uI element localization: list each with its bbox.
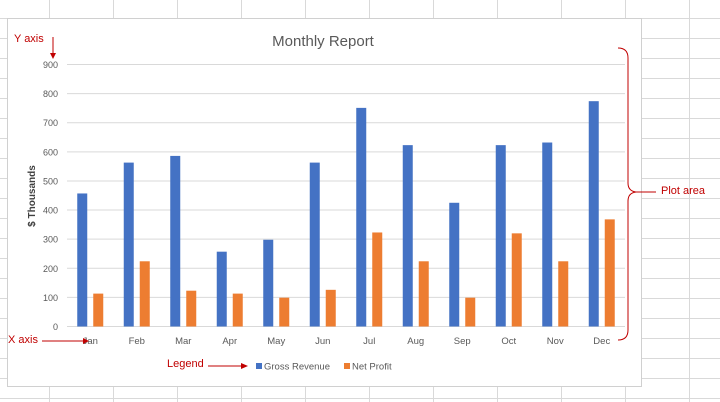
annotation-y-axis: Y axis <box>14 33 44 45</box>
arrow-head-icon <box>83 338 89 344</box>
x-tick-label: Feb <box>129 336 145 347</box>
bar-gross-revenue <box>77 193 88 327</box>
chart-title: Monthly Report <box>272 33 375 50</box>
arrow-head-icon <box>50 53 56 59</box>
bar-gross-revenue <box>495 145 506 327</box>
legend-entry: Gross Revenue <box>264 362 330 373</box>
bar-gross-revenue <box>449 202 460 327</box>
x-tick-label: Oct <box>501 336 516 347</box>
bar-gross-revenue <box>216 251 227 327</box>
bar-net-profit <box>558 261 569 327</box>
y-tick-label: 500 <box>43 176 58 186</box>
bar-gross-revenue <box>309 162 320 327</box>
x-tick-label: Mar <box>175 336 191 347</box>
bar-gross-revenue <box>402 145 413 327</box>
y-tick-label: 0 <box>53 322 58 332</box>
bar-net-profit <box>372 232 383 327</box>
x-tick-label: Jan <box>83 336 98 347</box>
x-tick-label: Jun <box>315 336 330 347</box>
bar-net-profit <box>279 297 290 327</box>
arrow-head-icon <box>241 363 248 369</box>
chart[interactable] <box>7 18 642 387</box>
y-tick-label: 100 <box>43 293 58 303</box>
bar-net-profit <box>186 290 197 327</box>
annotation-plot-area: Plot area <box>661 185 706 197</box>
y-tick-label: 700 <box>43 118 58 128</box>
bar-net-profit <box>418 261 429 327</box>
bar-net-profit <box>511 233 522 327</box>
x-tick-label: Aug <box>407 336 424 347</box>
bar-net-profit <box>139 261 150 327</box>
y-tick-label: 600 <box>43 147 58 157</box>
bar-gross-revenue <box>356 107 367 327</box>
legend-swatch <box>256 363 262 369</box>
y-tick-label: 200 <box>43 264 58 274</box>
x-tick-label: May <box>267 336 285 347</box>
annotation-x-axis: X axis <box>8 334 38 346</box>
x-tick-label: Dec <box>593 336 610 347</box>
bar-gross-revenue <box>588 101 599 327</box>
x-tick-label: Nov <box>547 336 564 347</box>
bar-net-profit <box>604 219 615 327</box>
bar-gross-revenue <box>263 239 274 327</box>
bar-net-profit <box>325 289 336 327</box>
bar-net-profit <box>232 293 243 327</box>
y-tick-label: 800 <box>43 89 58 99</box>
y-tick-label: 300 <box>43 235 58 245</box>
bar-net-profit <box>465 297 476 327</box>
bar-net-profit <box>93 293 104 327</box>
annotation-legend: Legend <box>167 358 204 370</box>
x-tick-label: Jul <box>363 336 375 347</box>
legend-swatch <box>344 363 350 369</box>
bar-gross-revenue <box>542 142 553 327</box>
bar-gross-revenue <box>123 162 134 327</box>
x-tick-label: Apr <box>222 336 237 347</box>
x-tick-label: Sep <box>454 336 471 347</box>
y-axis-title: $ Thousands <box>27 165 38 227</box>
y-tick-label: 900 <box>43 60 58 70</box>
bar-gross-revenue <box>170 155 181 327</box>
y-tick-label: 400 <box>43 206 58 216</box>
legend-entry: Net Profit <box>352 362 392 373</box>
plot-area-brace <box>617 47 637 341</box>
